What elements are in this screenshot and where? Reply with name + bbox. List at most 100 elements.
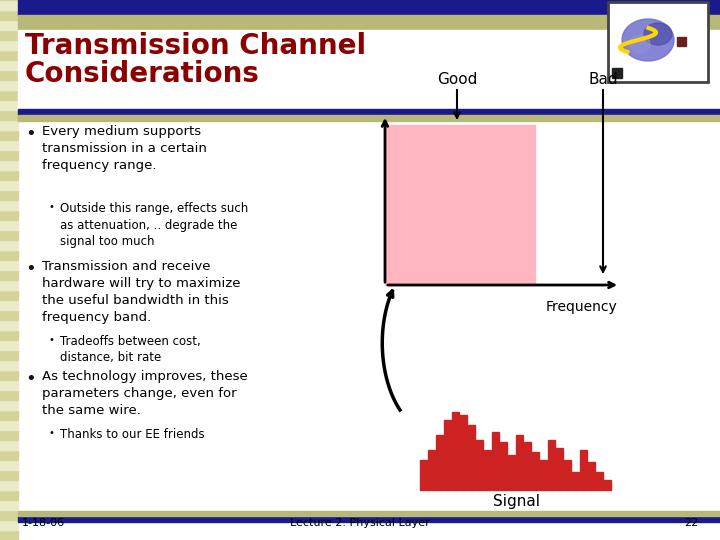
Text: Thanks to our EE friends: Thanks to our EE friends <box>60 428 204 441</box>
Bar <box>0 210 18 220</box>
Bar <box>0 40 18 50</box>
Bar <box>18 516 720 522</box>
Bar <box>0 330 18 340</box>
Bar <box>0 500 18 510</box>
Bar <box>532 452 539 490</box>
Bar <box>0 110 18 120</box>
Text: •: • <box>25 260 36 278</box>
Text: •: • <box>48 335 54 345</box>
Bar <box>18 511 720 516</box>
Bar <box>0 370 18 380</box>
Bar <box>548 440 555 490</box>
Bar <box>18 115 720 121</box>
Bar <box>452 412 459 490</box>
Bar <box>0 160 18 170</box>
Bar <box>0 130 18 140</box>
Text: •: • <box>48 428 54 438</box>
Text: As technology improves, these
parameters change, even for
the same wire.: As technology improves, these parameters… <box>42 370 248 417</box>
Bar <box>608 2 708 82</box>
Text: 22: 22 <box>684 518 698 528</box>
Text: Transmission and receive
hardware will try to maximize
the useful bandwidth in t: Transmission and receive hardware will t… <box>42 260 240 324</box>
Bar <box>0 190 18 200</box>
Bar <box>18 0 720 15</box>
Bar <box>0 480 18 490</box>
Bar <box>0 520 18 530</box>
Bar <box>0 150 18 160</box>
Text: Outside this range, effects such
as attenuation, .. degrade the
signal too much: Outside this range, effects such as atte… <box>60 202 248 248</box>
Bar <box>0 0 18 10</box>
Bar <box>0 120 18 130</box>
Bar <box>0 80 18 90</box>
Bar <box>484 450 491 490</box>
Bar <box>0 380 18 390</box>
Bar <box>0 10 18 20</box>
Bar <box>0 310 18 320</box>
Bar <box>588 462 595 490</box>
Ellipse shape <box>630 35 650 53</box>
Text: Tradeoffs between cost,
distance, bit rate: Tradeoffs between cost, distance, bit ra… <box>60 335 201 365</box>
Bar <box>0 530 18 540</box>
Bar <box>492 432 499 490</box>
Text: •: • <box>25 370 36 388</box>
Bar <box>18 30 720 110</box>
Bar <box>0 460 18 470</box>
Bar <box>0 410 18 420</box>
Text: Transmission Channel: Transmission Channel <box>25 32 366 60</box>
Text: •: • <box>48 202 54 212</box>
Bar <box>0 170 18 180</box>
Text: Every medium supports
transmission in a certain
frequency range.: Every medium supports transmission in a … <box>42 125 207 172</box>
Bar <box>0 50 18 60</box>
Bar <box>0 100 18 110</box>
Bar <box>0 320 18 330</box>
Bar <box>0 420 18 430</box>
Bar <box>556 448 563 490</box>
Bar <box>0 60 18 70</box>
Text: 1-18-06: 1-18-06 <box>22 518 65 528</box>
Bar <box>0 300 18 310</box>
Bar <box>460 415 467 490</box>
Bar <box>444 420 451 490</box>
Bar <box>436 435 443 490</box>
Bar <box>0 70 18 80</box>
Bar <box>0 20 18 30</box>
Bar <box>0 280 18 290</box>
Bar <box>0 490 18 500</box>
Bar <box>0 450 18 460</box>
Bar <box>420 460 427 490</box>
Bar <box>0 360 18 370</box>
Bar <box>18 109 720 115</box>
Bar <box>0 440 18 450</box>
Bar <box>0 230 18 240</box>
Ellipse shape <box>644 23 672 45</box>
Bar <box>677 37 686 46</box>
Bar <box>0 400 18 410</box>
Bar <box>500 442 507 490</box>
Bar <box>0 510 18 520</box>
Bar <box>516 435 523 490</box>
Text: Lecture 2: Physical Layer: Lecture 2: Physical Layer <box>290 518 430 528</box>
Text: Considerations: Considerations <box>25 60 260 88</box>
Bar <box>0 340 18 350</box>
Bar <box>0 90 18 100</box>
Bar <box>604 480 611 490</box>
Text: •: • <box>25 125 36 143</box>
Bar <box>0 470 18 480</box>
Bar <box>468 425 475 490</box>
Bar <box>0 140 18 150</box>
Bar <box>0 290 18 300</box>
Text: Bad: Bad <box>588 72 618 87</box>
Bar <box>0 350 18 360</box>
Bar <box>524 442 531 490</box>
Bar <box>596 472 603 490</box>
Bar <box>428 450 435 490</box>
Bar <box>476 440 483 490</box>
Bar <box>0 260 18 270</box>
Text: Good: Good <box>437 72 477 87</box>
Bar <box>18 15 720 30</box>
Text: Frequency: Frequency <box>545 300 617 314</box>
Bar <box>385 125 535 285</box>
Bar <box>508 455 515 490</box>
Bar <box>580 450 587 490</box>
Bar <box>540 460 547 490</box>
Bar <box>0 240 18 250</box>
